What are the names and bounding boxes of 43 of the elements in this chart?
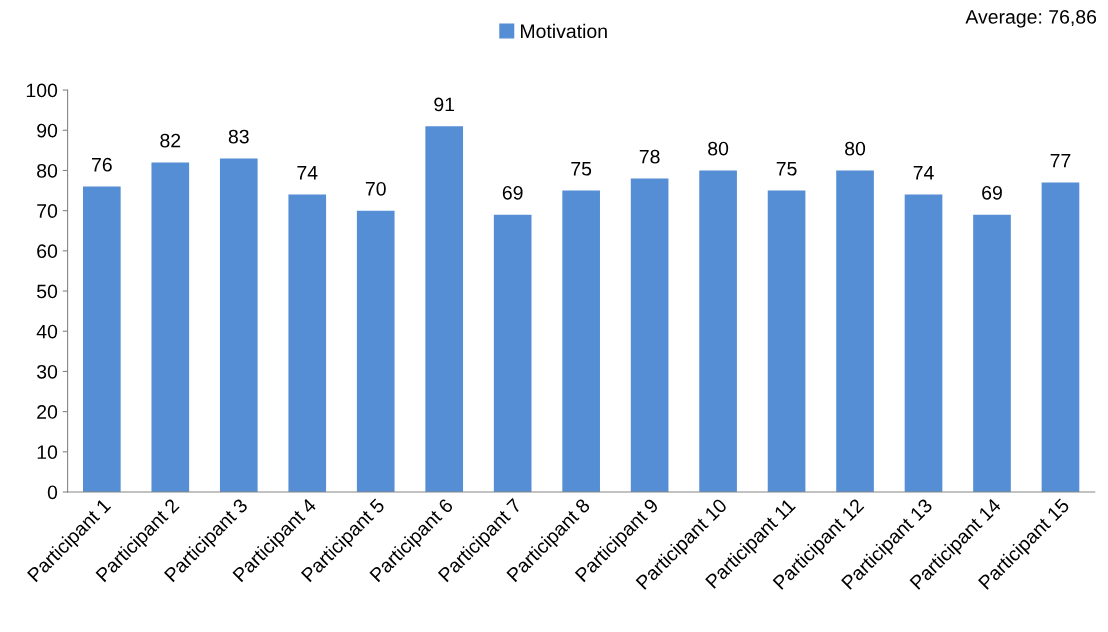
data-label: 77	[1050, 153, 1071, 168]
y-tick-label: 100	[26, 83, 58, 98]
bar	[699, 170, 737, 493]
y-tick-label: 90	[37, 123, 58, 138]
y-tick-label: 70	[37, 204, 58, 218]
y-tick-label: 20	[37, 405, 58, 419]
bar	[1041, 182, 1080, 493]
text: Average: 76,86	[965, 9, 1097, 28]
y-tick-label: 50	[37, 284, 58, 299]
bar	[630, 178, 669, 493]
bar	[493, 214, 532, 493]
bar	[562, 190, 600, 493]
data-label: 69	[982, 185, 1002, 200]
y-tick-label: 30	[36, 364, 58, 379]
bar	[767, 190, 806, 493]
bar	[288, 194, 327, 493]
legend-label: Motivation	[521, 23, 607, 39]
y-tick-label: 80	[37, 163, 58, 178]
bar	[82, 186, 121, 493]
data-label: 75	[571, 162, 592, 176]
y-tick-label: 40	[36, 324, 58, 339]
bar	[973, 214, 1011, 493]
y-tick-label: 0	[47, 485, 58, 500]
data-label: 69	[502, 185, 523, 200]
bar	[219, 158, 258, 493]
bar	[836, 170, 874, 493]
data-label: 83	[228, 129, 249, 144]
data-label: 74	[297, 166, 318, 180]
data-label: 70	[365, 181, 386, 196]
bar	[425, 126, 464, 493]
bar	[151, 162, 190, 493]
bar	[356, 210, 395, 493]
data-label: 76	[92, 157, 112, 172]
data-label: 78	[639, 149, 660, 164]
y-tick-label: 60	[37, 244, 58, 259]
data-label: 80	[708, 141, 729, 156]
data-label: 82	[160, 133, 181, 148]
data-label: 91	[434, 97, 455, 112]
data-label: 80	[845, 141, 866, 156]
data-label: 75	[776, 162, 797, 176]
bar	[904, 194, 943, 493]
y-tick-label: 10	[37, 445, 58, 460]
data-label: 74	[913, 166, 934, 180]
